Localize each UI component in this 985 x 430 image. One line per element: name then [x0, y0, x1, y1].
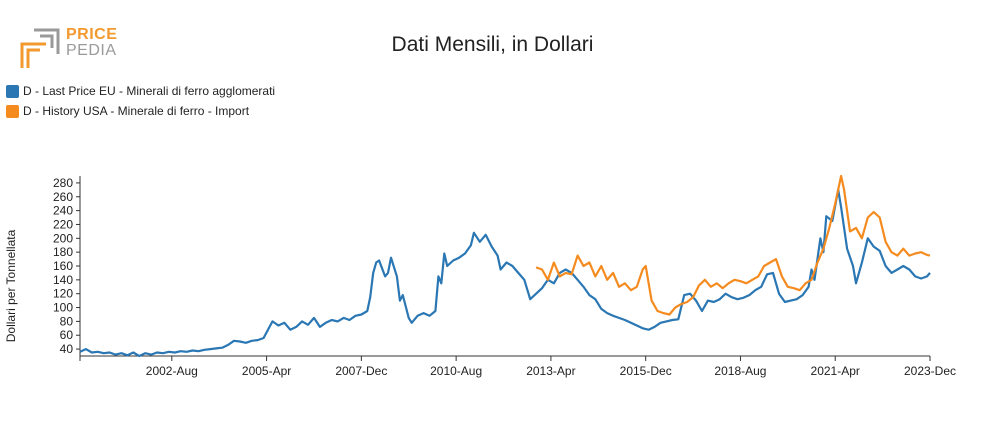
legend-item-series-1[interactable]: D - Last Price EU - Minerali di ferro ag…: [6, 81, 275, 101]
series-line-1: [79, 188, 931, 358]
y-tick-label: 60: [60, 328, 74, 342]
chart-title: Dati Mensili, in Dollari: [391, 33, 594, 56]
x-tick-label: 2021-Apr: [811, 364, 860, 378]
y-tick-label: 160: [53, 259, 73, 273]
y-tick-label: 40: [60, 342, 74, 356]
x-tick-label: 2007-Dec: [335, 364, 387, 378]
logo-text-pedia: PEDIA: [66, 42, 117, 59]
y-tick-label: 180: [53, 245, 73, 259]
legend: D - Last Price EU - Minerali di ferro ag…: [6, 81, 275, 121]
y-tick-label: 100: [53, 301, 73, 315]
x-tick-label: 2010-Aug: [430, 364, 482, 378]
y-tick-label: 120: [53, 287, 73, 301]
logo-mark-icon: [20, 28, 60, 68]
x-tick-label: 2018-Aug: [714, 364, 766, 378]
x-tick-label: 2013-Apr: [526, 364, 575, 378]
y-axis-title: Dollari per Tonnellata: [4, 229, 18, 342]
y-tick-label: 280: [53, 176, 73, 190]
x-tick-label: 2015-Dec: [620, 364, 672, 378]
legend-swatch-series-2: [6, 104, 19, 118]
y-tick-label: 80: [60, 314, 74, 328]
pricepedia-logo: PRICE PEDIA: [18, 26, 128, 72]
y-tick-label: 220: [53, 217, 73, 231]
x-tick-label: 2005-Apr: [242, 364, 291, 378]
x-tick-label: 2002-Aug: [146, 364, 198, 378]
y-tick-label: 260: [53, 190, 73, 204]
logo-text-price: PRICE: [66, 26, 118, 43]
y-tick-label: 240: [53, 204, 73, 218]
legend-label-series-2: D - History USA - Minerale di ferro - Im…: [23, 104, 250, 118]
legend-item-series-2[interactable]: D - History USA - Minerale di ferro - Im…: [6, 101, 275, 121]
y-tick-label: 140: [53, 273, 73, 287]
x-tick-label: 2023-Dec: [904, 364, 956, 378]
series-line-2: [535, 174, 931, 316]
y-tick-label: 200: [53, 231, 73, 245]
legend-swatch-series-1: [6, 84, 19, 98]
legend-label-series-1: D - Last Price EU - Minerali di ferro ag…: [23, 84, 276, 98]
